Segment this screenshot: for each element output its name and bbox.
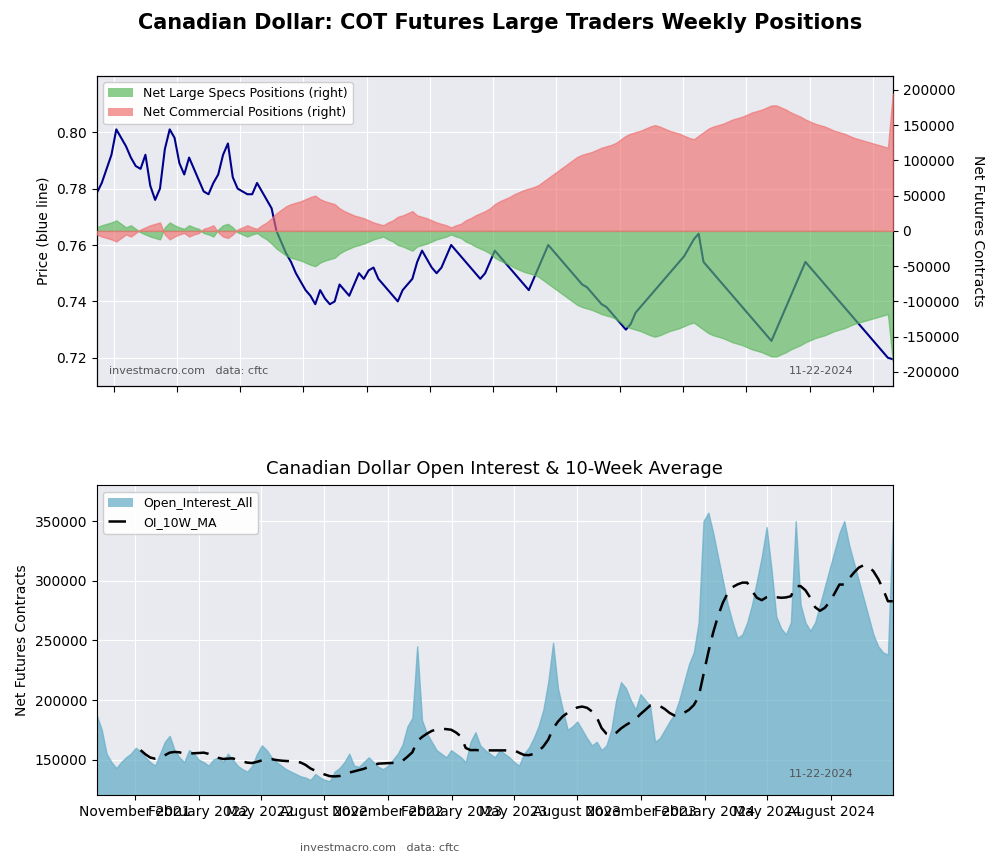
- Y-axis label: Net Futures Contracts: Net Futures Contracts: [15, 564, 29, 716]
- Text: 11-22-2024: 11-22-2024: [789, 769, 854, 779]
- Legend: Net Large Specs Positions (right), Net Commercial Positions (right): Net Large Specs Positions (right), Net C…: [103, 82, 353, 125]
- Y-axis label: Net Futures Contracts: Net Futures Contracts: [971, 155, 985, 307]
- Text: 11-22-2024: 11-22-2024: [789, 366, 854, 376]
- Title: Canadian Dollar Open Interest & 10-Week Average: Canadian Dollar Open Interest & 10-Week …: [266, 460, 723, 478]
- Text: investmacro.com   data: cftc: investmacro.com data: cftc: [109, 366, 268, 376]
- Legend: Open_Interest_All, OI_10W_MA: Open_Interest_All, OI_10W_MA: [103, 492, 258, 534]
- Text: investmacro.com   data: cftc: investmacro.com data: cftc: [300, 844, 460, 853]
- Text: Canadian Dollar: COT Futures Large Traders Weekly Positions: Canadian Dollar: COT Futures Large Trade…: [138, 13, 862, 33]
- Y-axis label: Price (blue line): Price (blue line): [37, 176, 51, 286]
